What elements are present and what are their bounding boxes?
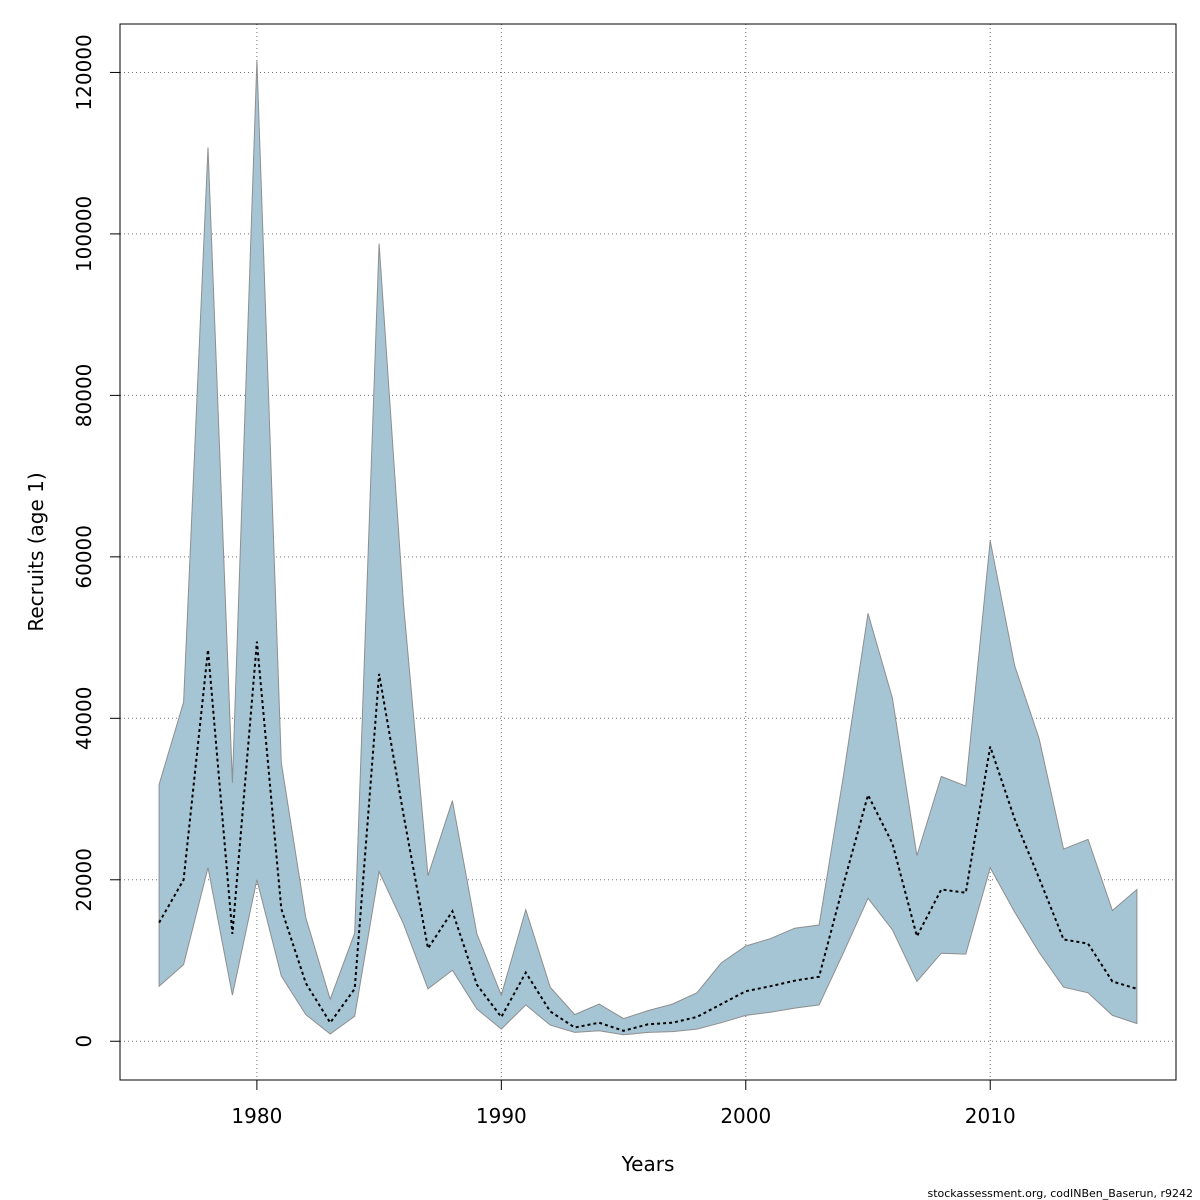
y-axis-title: Recruits (age 1) [24, 472, 48, 631]
x-axis-title: Years [621, 1152, 675, 1176]
y-tick-label: 20000 [72, 848, 96, 912]
y-tick-label: 0 [72, 1035, 96, 1048]
x-tick-label: 2000 [720, 1104, 771, 1128]
x-tick-label: 2010 [965, 1104, 1016, 1128]
grid-lines [120, 24, 1176, 1080]
y-tick-label: 120000 [72, 34, 96, 110]
x-axis: 1980 1990 2000 2010 [231, 1079, 1016, 1128]
estimate-line [158, 641, 1138, 1032]
confidence-band [158, 60, 1138, 1036]
y-tick-label: 40000 [72, 686, 96, 750]
y-tick-label: 80000 [72, 364, 96, 428]
credit-text: stockassessment.org, codINBen_Baserun, r… [927, 1187, 1193, 1200]
y-tick-label: 100000 [72, 196, 96, 272]
x-tick-label: 1980 [231, 1104, 282, 1128]
x-tick-label: 1990 [476, 1104, 527, 1128]
y-tick-label: 60000 [72, 525, 96, 589]
y-axis: 0 20000 40000 60000 80000 100000 120000 [72, 34, 121, 1048]
